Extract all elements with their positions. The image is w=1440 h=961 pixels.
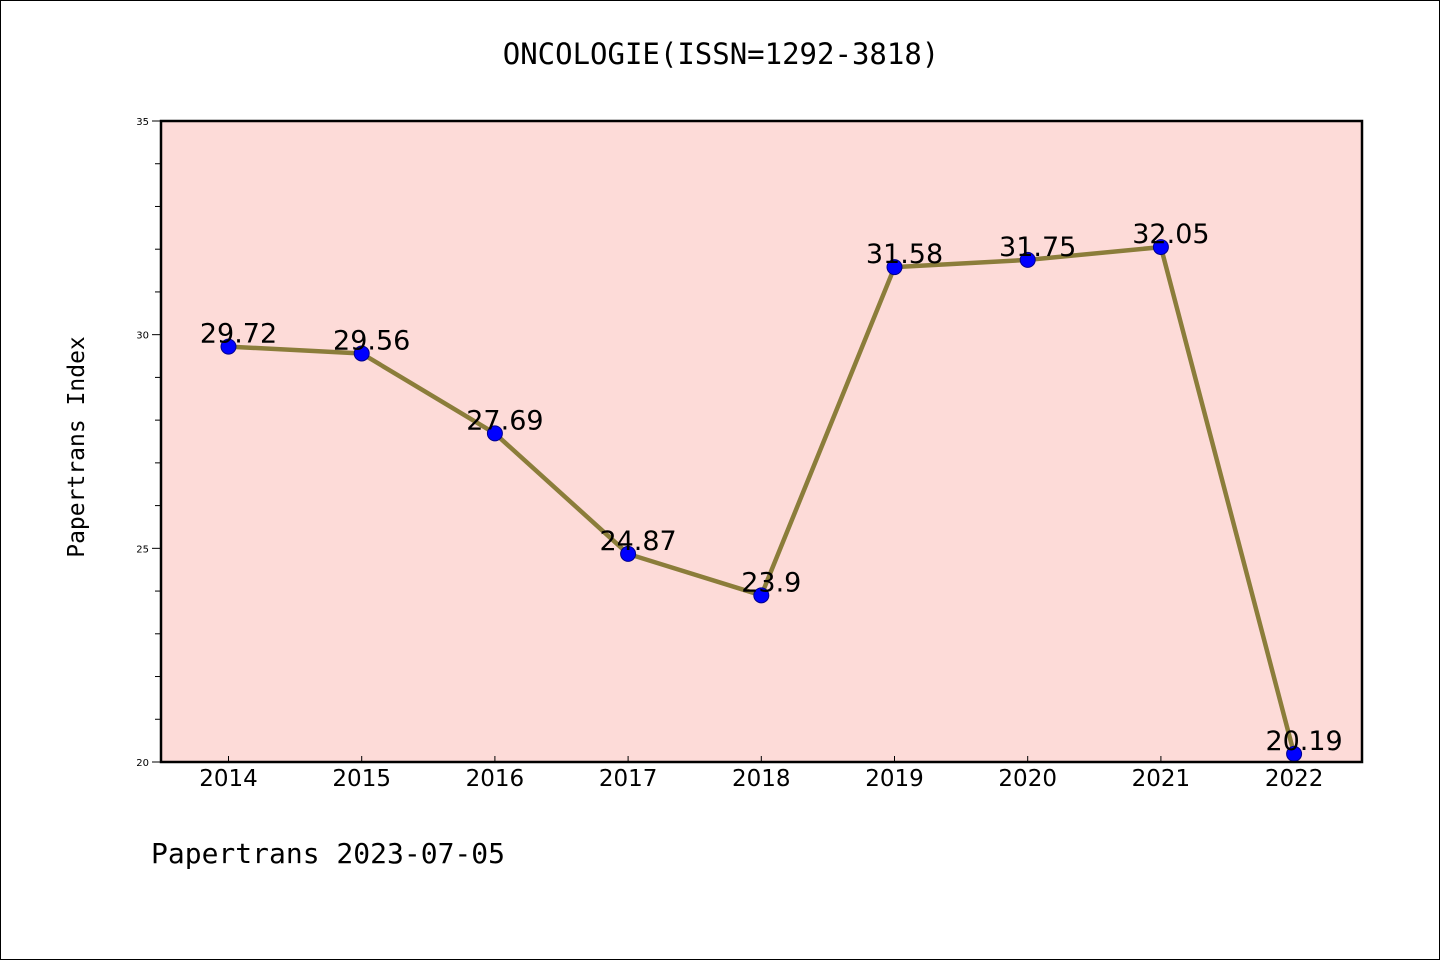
data-label: 32.05 <box>1132 219 1209 250</box>
x-tick-label: 2022 <box>1265 766 1324 792</box>
x-tick-label: 2021 <box>1132 766 1191 792</box>
data-point <box>620 545 637 562</box>
footer-date: Papertrans 2023-07-05 <box>151 837 506 870</box>
data-point <box>353 345 370 362</box>
data-point <box>886 259 903 276</box>
x-tick-label: 2019 <box>865 766 924 792</box>
y-tick-label: 20 <box>136 758 149 769</box>
y-tick-label: 35 <box>136 117 149 128</box>
x-tick-label: 2020 <box>998 766 1057 792</box>
data-label: 29.72 <box>200 319 277 350</box>
data-label: 20.19 <box>1265 726 1342 757</box>
y-tick-label: 25 <box>136 544 149 555</box>
x-tick-label: 2015 <box>332 766 391 792</box>
chart-title: ONCOLOGIE(ISSN=1292-3818) <box>502 37 940 71</box>
data-label: 23.9 <box>741 567 801 598</box>
plot-area <box>161 121 1362 762</box>
data-point <box>486 425 503 442</box>
plot-frame <box>159 119 1364 764</box>
x-tick-label: 2014 <box>199 766 258 792</box>
data-point <box>1019 251 1036 268</box>
data-label: 31.75 <box>999 232 1076 263</box>
x-tick-label: 2017 <box>599 766 658 792</box>
data-label: 27.69 <box>466 405 543 436</box>
data-point <box>753 587 770 604</box>
data-label: 31.58 <box>866 239 943 270</box>
y-tick-label: 30 <box>136 331 149 342</box>
data-label: 29.56 <box>333 325 410 356</box>
data-label: 24.87 <box>599 526 676 557</box>
x-tick-label: 2018 <box>732 766 791 792</box>
data-point <box>1152 239 1169 256</box>
x-tick-label: 2016 <box>466 766 525 792</box>
data-point <box>220 338 237 355</box>
